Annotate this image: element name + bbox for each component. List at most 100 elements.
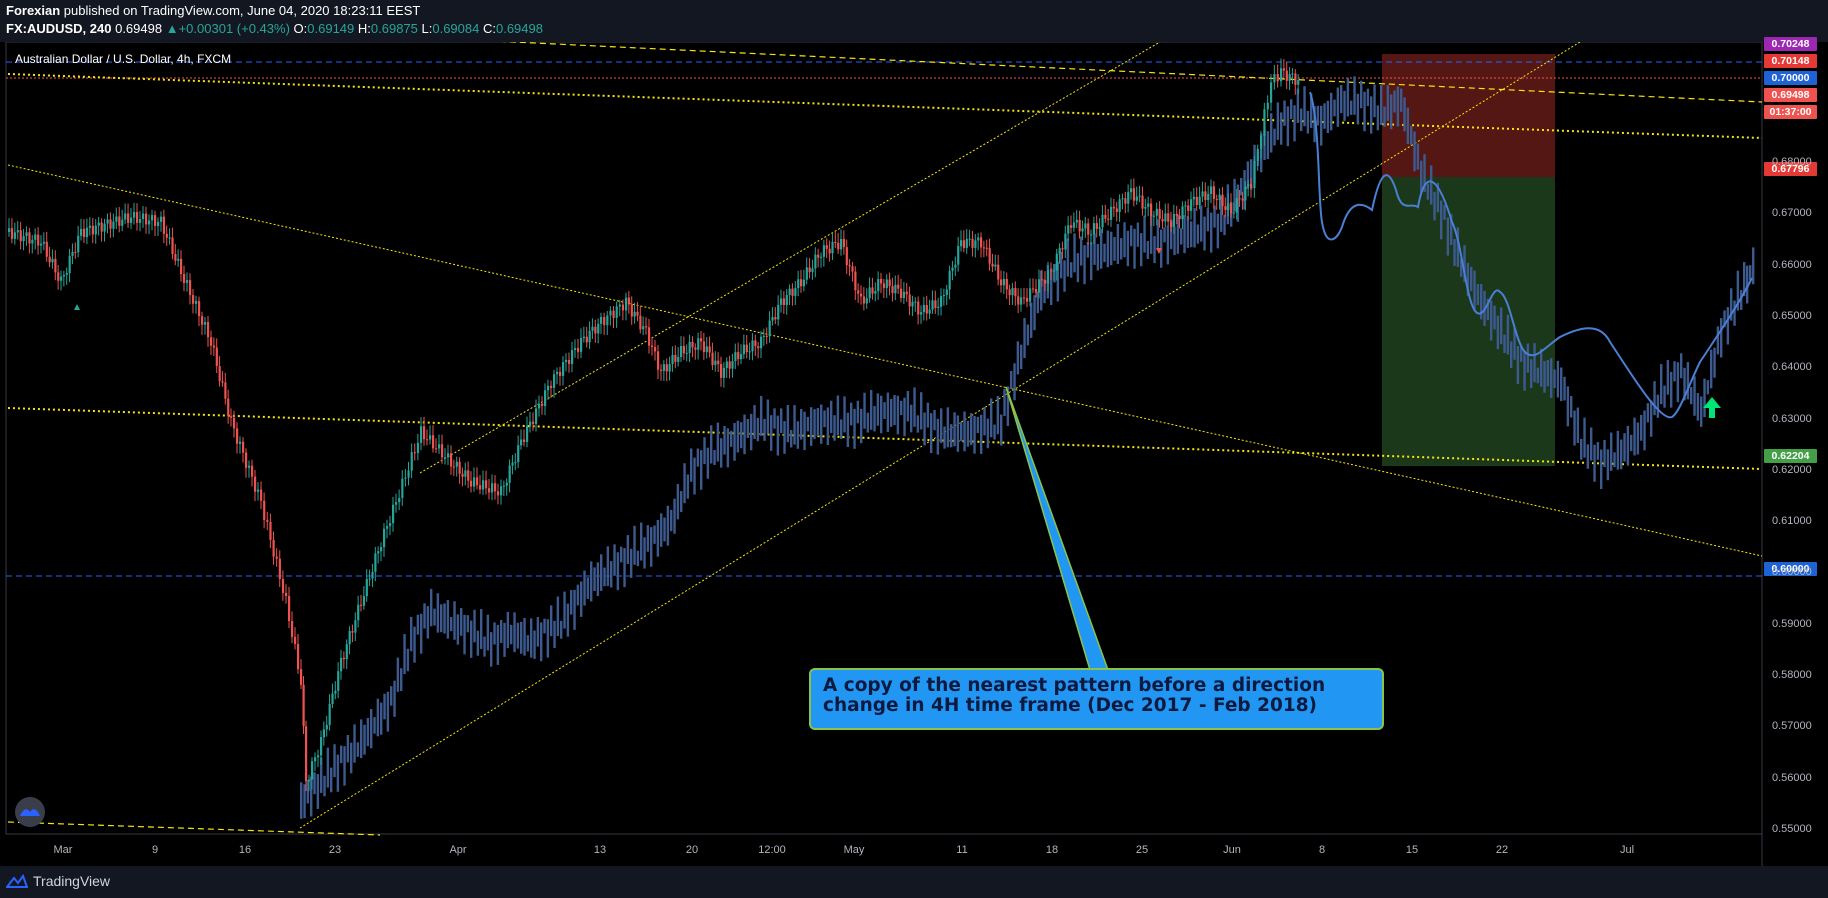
pattern-copy-bar — [683, 463, 686, 504]
pattern-copy-bar — [1296, 88, 1300, 123]
pattern-copy-bar — [530, 618, 533, 658]
pattern-copy-bar — [1496, 315, 1500, 350]
candle-body — [615, 306, 618, 318]
price-tick: 0.63000 — [1772, 412, 1812, 425]
candle-body — [1038, 279, 1041, 293]
candle-body — [1041, 279, 1044, 281]
pattern-copy-bar — [1520, 346, 1523, 362]
candle-body — [677, 357, 680, 362]
candle-body — [60, 276, 63, 281]
candle-body — [657, 351, 660, 370]
candle-body — [1144, 206, 1147, 209]
price-label[interactable]: 0.67796 — [1764, 162, 1817, 176]
pattern-copy-bar — [1293, 105, 1296, 142]
candle-body — [1276, 74, 1279, 82]
pattern-copy-bar — [1273, 128, 1276, 146]
pattern-copy-bar — [956, 415, 960, 452]
candle-body — [325, 724, 328, 730]
pattern-copy-bar — [776, 415, 780, 456]
pattern-copy-bar — [1386, 85, 1390, 121]
price-label[interactable]: 0.62204 — [1764, 449, 1817, 463]
pattern-copy-bar — [440, 604, 443, 633]
up-arrow-icon[interactable] — [1703, 397, 1721, 418]
pattern-copy-bar — [1533, 343, 1536, 383]
price-label[interactable]: 01:37:00 — [1764, 105, 1817, 119]
pattern-copy-bar — [1526, 343, 1530, 373]
pattern-copy-bar — [1546, 359, 1550, 387]
pattern-copy-bar — [610, 561, 613, 588]
pattern-copy-bar — [1480, 284, 1483, 320]
candle-body — [278, 558, 281, 580]
price-label[interactable]: 0.70148 — [1764, 54, 1817, 68]
pattern-copy-bar — [1563, 376, 1566, 401]
price-label[interactable]: 0.70248 — [1764, 37, 1817, 51]
candle-body — [568, 359, 571, 364]
candle-body — [697, 338, 700, 350]
pattern-copy-bar — [846, 412, 850, 448]
candle-body — [1218, 194, 1221, 200]
candle-body — [757, 346, 760, 349]
candle-body — [559, 371, 562, 376]
candle-body — [426, 439, 429, 441]
candle-body — [502, 485, 506, 487]
pattern-copy-bar — [543, 618, 546, 634]
take-profit-zone[interactable] — [1382, 177, 1555, 466]
pattern-copy-bar — [1370, 96, 1373, 134]
trendline-top-dashed[interactable] — [410, 42, 1763, 103]
candle-body — [780, 298, 783, 305]
pattern-copy-bar — [476, 630, 480, 656]
tradingview-brand[interactable]: TradingView — [6, 873, 110, 889]
candle-body — [1181, 206, 1184, 220]
stop-loss-zone[interactable] — [1382, 54, 1555, 177]
pattern-copy-bar — [1333, 99, 1336, 117]
candle-body — [1000, 279, 1003, 286]
trendline-bottom-dashed[interactable] — [7, 821, 381, 836]
candle-body — [920, 312, 923, 315]
annotation-callout[interactable]: A copy of the nearest pattern before a d… — [809, 668, 1384, 730]
pattern-copy-bar — [750, 413, 753, 451]
candle-body — [1241, 198, 1244, 201]
price-chart[interactable] — [0, 42, 1828, 866]
candle-body — [444, 457, 447, 459]
candle-body — [794, 288, 797, 296]
pattern-copy-bar — [613, 544, 616, 576]
candle-body — [922, 305, 926, 313]
pattern-copy-bar — [863, 392, 866, 429]
candle-body — [682, 346, 686, 354]
pattern-copy-bar — [850, 402, 853, 426]
pattern-copy-bar — [813, 409, 816, 440]
publisher-name[interactable]: Forexian — [6, 3, 61, 18]
price-label[interactable]: 0.60000 — [1764, 562, 1817, 576]
candle-body — [894, 284, 897, 294]
pattern-copy-bar — [1413, 131, 1416, 172]
candle-body — [115, 216, 118, 222]
pattern-copy-bar — [1623, 433, 1626, 462]
candle-body — [224, 382, 227, 399]
pattern-copy-bar — [1656, 394, 1660, 418]
pattern-copy-bar — [606, 546, 610, 586]
pattern-copy-bar — [873, 406, 876, 432]
candle-body — [1055, 253, 1058, 271]
channel-upper-line[interactable] — [419, 42, 1161, 474]
pattern-copy-bar — [1570, 395, 1573, 418]
candle-body — [911, 301, 914, 307]
pattern-copy-bar — [663, 517, 666, 542]
candle-body — [820, 256, 823, 258]
price-label[interactable]: 0.69498 — [1764, 88, 1817, 102]
price-label[interactable]: 0.70000 — [1764, 71, 1817, 85]
candle-body — [797, 279, 800, 289]
candle-body — [494, 483, 497, 492]
projection-curve[interactable] — [1309, 91, 1753, 419]
trendlines[interactable] — [7, 42, 1763, 836]
candle-body — [891, 286, 894, 294]
candle-body — [302, 684, 305, 727]
trendline-descending[interactable] — [7, 164, 1763, 557]
pattern-copy-bar — [350, 742, 353, 774]
pattern-copy-bar — [1752, 247, 1755, 285]
candle-body — [1250, 184, 1253, 188]
pattern-copy-bar — [1640, 414, 1643, 441]
pattern-copy-bar — [673, 498, 676, 534]
pattern-copy-bar — [1426, 183, 1430, 200]
pattern-copy-bar — [1093, 233, 1096, 265]
candle-body — [928, 309, 931, 314]
